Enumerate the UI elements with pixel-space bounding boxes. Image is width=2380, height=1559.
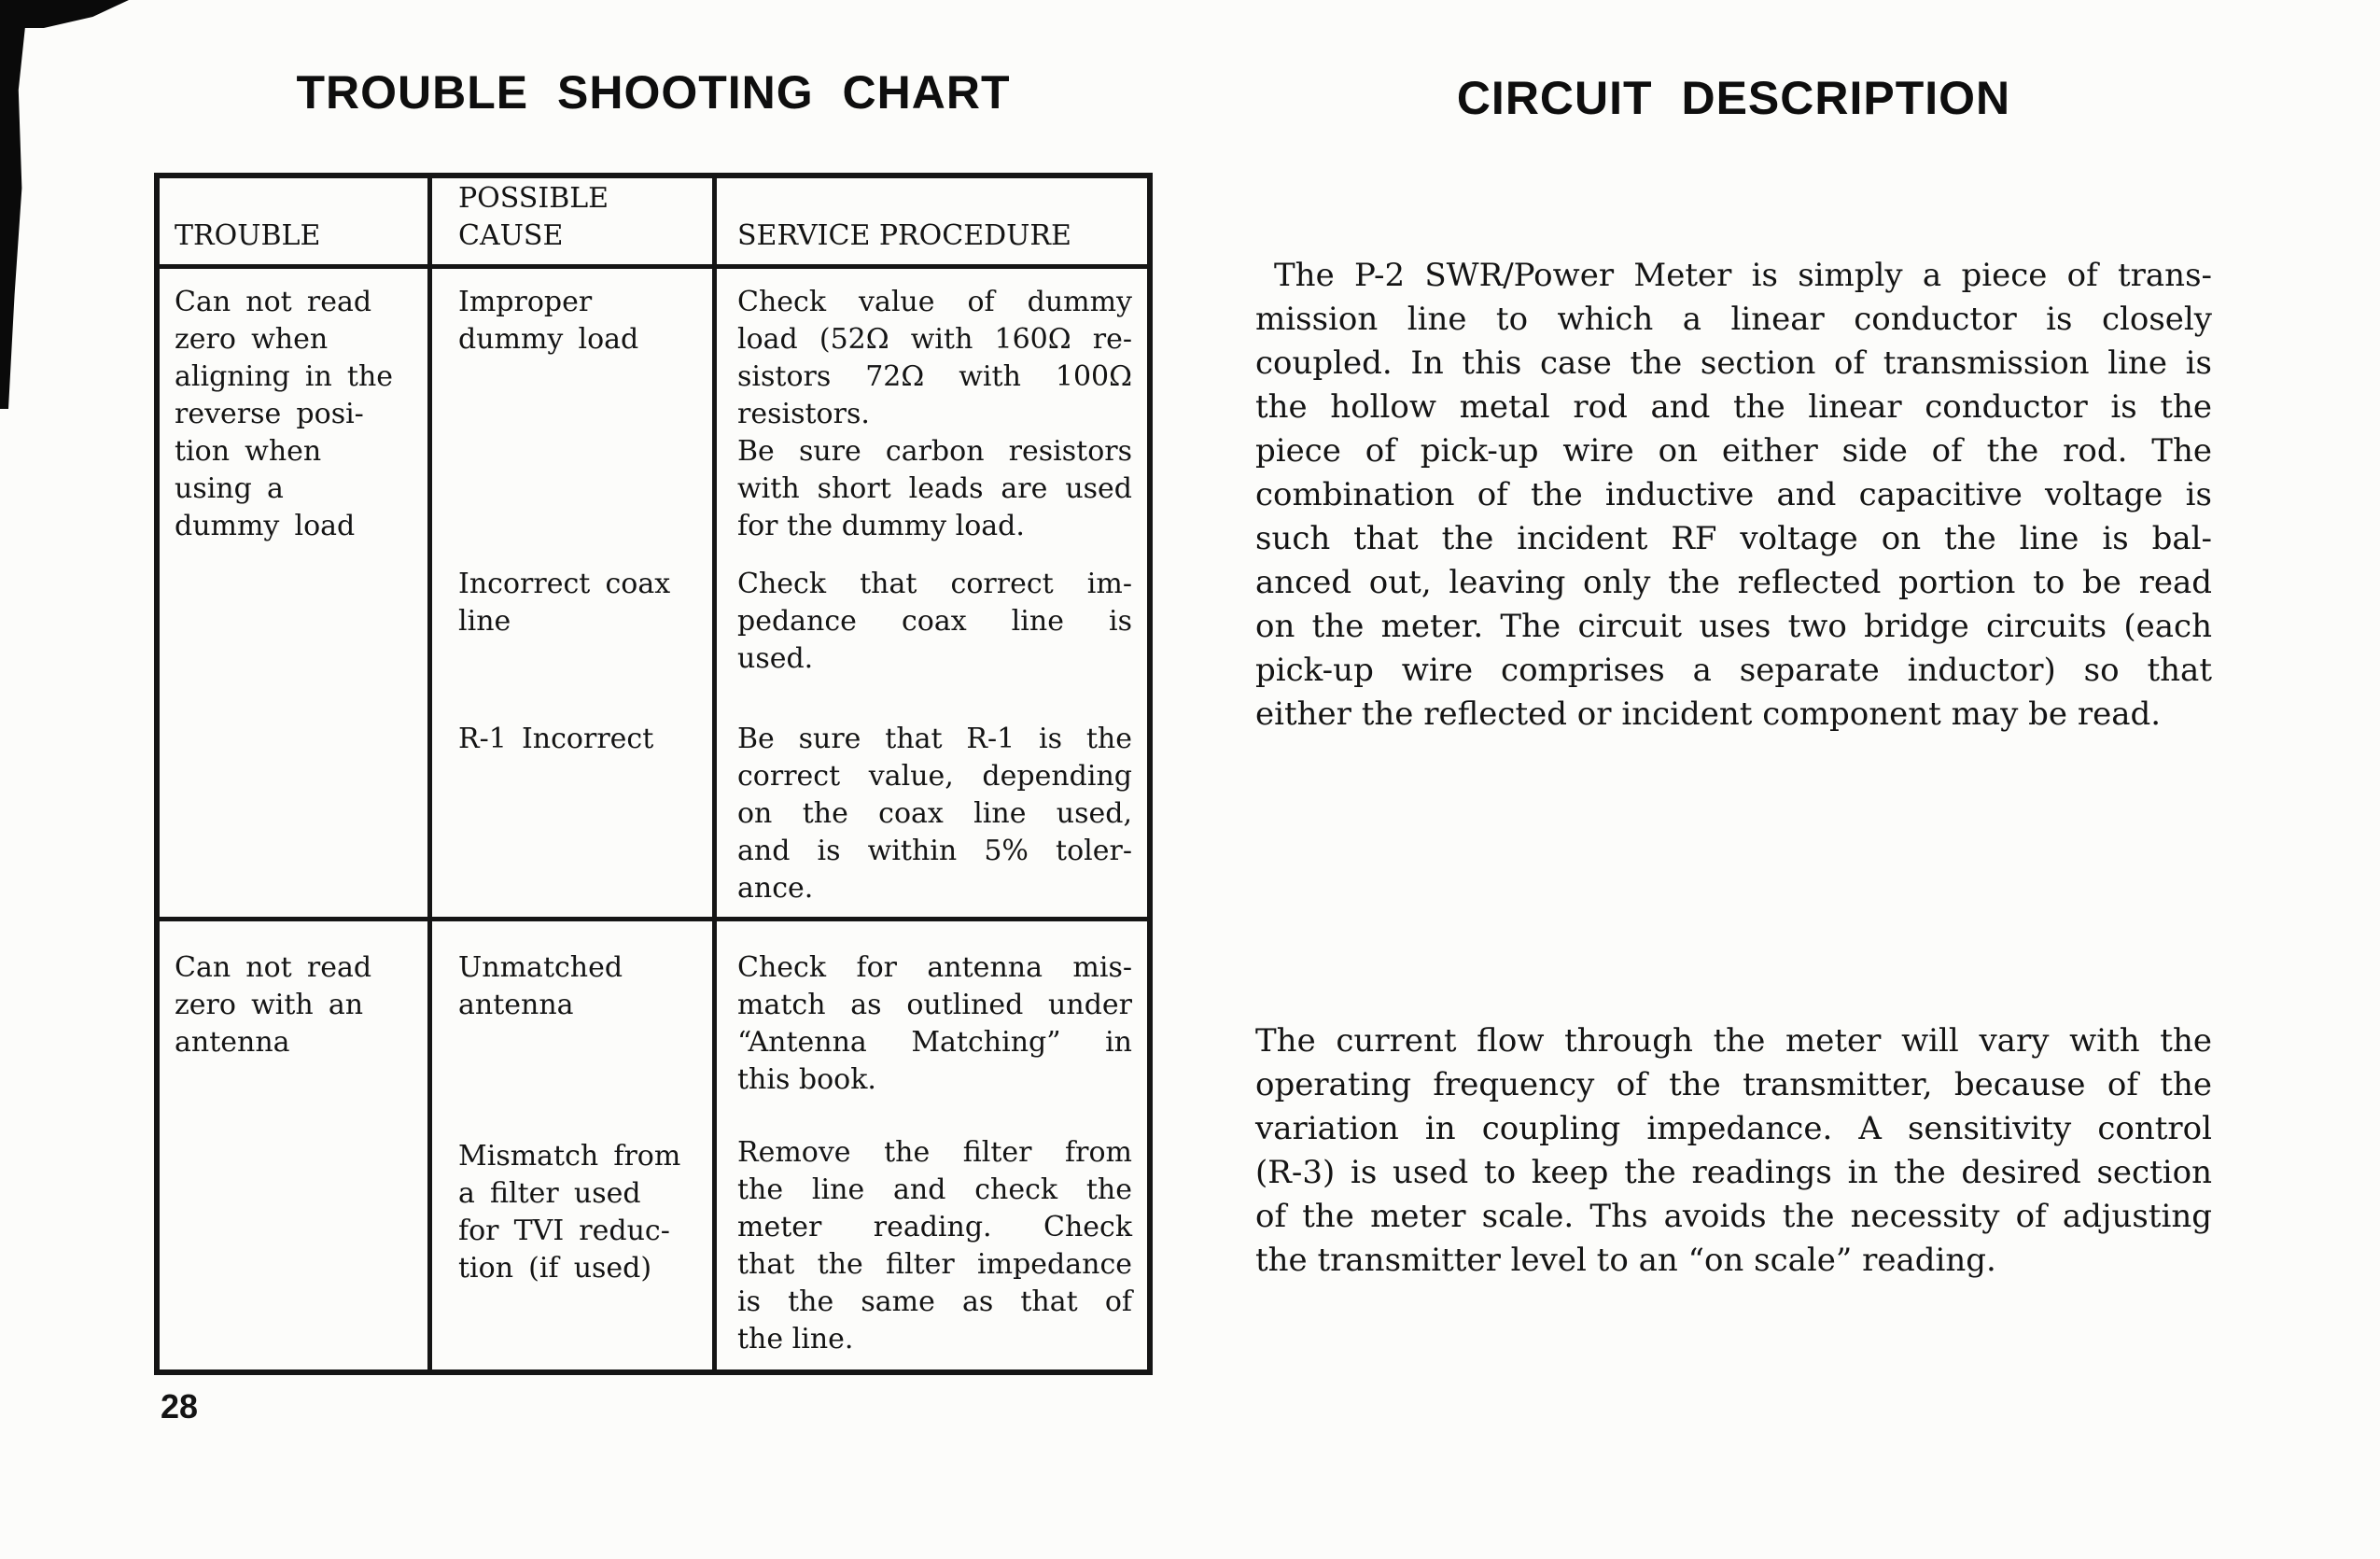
procedure-check-antenna-mismatch: Check for antenna mis-match as outlined … [737, 951, 1132, 1096]
cause-incorrect-coax: Incorrect coax line [458, 568, 671, 638]
cause-r1-incorrect: R-1 Incorrect [458, 723, 654, 755]
procedure-check-dummy-load: Check value of dummy load (52Ω with 160Ω … [737, 286, 1132, 542]
cause-unmatched-antenna: Unmatched antenna [458, 951, 623, 1021]
header-cell-service-procedure: SERVICE PROCEDURE [717, 178, 1147, 264]
header-label-service-procedure: SERVICE PROCEDURE [737, 219, 1071, 252]
cause-improper-dummy-load: Improper dummy load [458, 286, 639, 356]
cause-cell-row2: Unmatched antenna Mismatch from a filter u… [432, 921, 717, 1369]
trouble-cell-row2: Can not read zero with an antenna [160, 921, 432, 1369]
scan-artifact-left-edge [0, 0, 28, 409]
trouble-cell-row1: Can not read zero when aligning in the reve… [160, 269, 432, 917]
trouble-text-row2: Can not read zero with an antenna [175, 951, 372, 1059]
procedure-cell-row2: Check for antenna mis-match as outlined … [717, 921, 1147, 1369]
header-cell-possible-cause: POSSIBLE CAUSE [432, 178, 717, 264]
header-label-trouble: TROUBLE [175, 219, 321, 252]
header-cell-trouble: TROUBLE [160, 178, 432, 264]
trouble-shooting-table: TROUBLE POSSIBLE CAUSE SERVICE PROCEDURE … [154, 173, 1153, 1375]
table-row-antenna: Can not read zero with an antenna Unmatche… [160, 917, 1147, 1369]
procedure-cell-row1: Check value of dummy load (52Ω with 160Ω … [717, 269, 1147, 917]
cause-tvi-filter-mismatch: Mismatch from a filter used for TVI reduc-… [458, 1140, 681, 1285]
trouble-shooting-chart-title: TROUBLE SHOOTING CHART [296, 66, 1011, 119]
trouble-text-row1: Can not read zero when aligning in the reve… [175, 286, 394, 542]
procedure-check-impedance: Check that correct im-pedance coax line … [737, 568, 1132, 675]
page-number: 28 [161, 1387, 199, 1426]
circuit-description-title: CIRCUIT DESCRIPTION [1456, 72, 2011, 124]
circuit-description-paragraph-1: The P-2 SWR/Power Meter is simply a piec… [1255, 257, 2212, 733]
circuit-description-paragraph-2: The current flow through the meter will … [1255, 1022, 2212, 1279]
procedure-remove-filter: Remove the filter from the line and check… [737, 1136, 1132, 1355]
cause-cell-row1: Improper dummy load Incorrect coax line R-… [432, 269, 717, 917]
header-label-possible-cause: POSSIBLE CAUSE [458, 182, 609, 252]
table-row-dummy-load: Can not read zero when aligning in the reve… [160, 264, 1147, 917]
procedure-check-r1-value: Be sure that R-1 is the correct value, de… [737, 723, 1132, 905]
table-header-row: TROUBLE POSSIBLE CAUSE SERVICE PROCEDURE [160, 178, 1147, 264]
